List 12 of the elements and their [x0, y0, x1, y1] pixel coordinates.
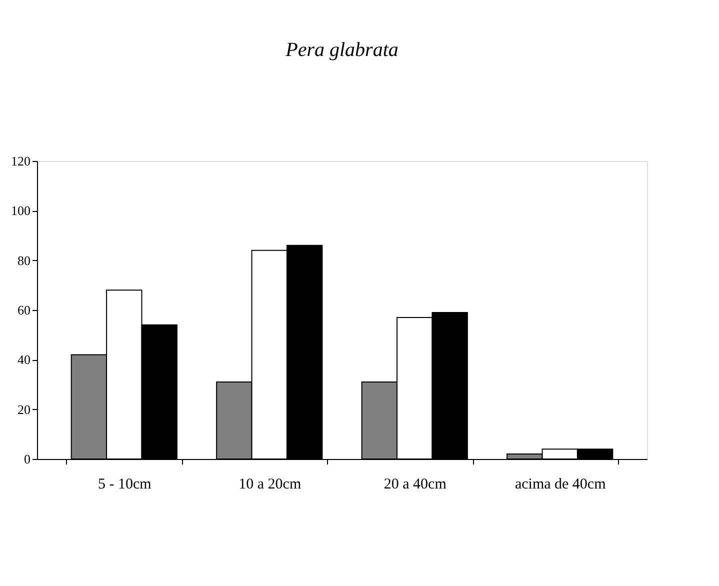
y-tick-label: 40: [18, 352, 30, 368]
x-tick-label: 5 - 10cm: [98, 476, 152, 492]
y-tick-label: 120: [11, 154, 30, 168]
y-tick-label: 0: [24, 452, 30, 466]
chart-title: Pera glabrata: [284, 39, 398, 61]
y-tick-label: 80: [18, 252, 30, 268]
x-tick-label: acima de 40cm: [514, 476, 606, 492]
y-tick-label: 60: [18, 302, 30, 318]
y-tick-label: 20: [18, 402, 30, 417]
x-tick-label: 10 a 20cm: [238, 476, 302, 492]
y-tick-label: 100: [11, 203, 30, 218]
x-tick-label: 20 a 40cm: [384, 476, 447, 492]
